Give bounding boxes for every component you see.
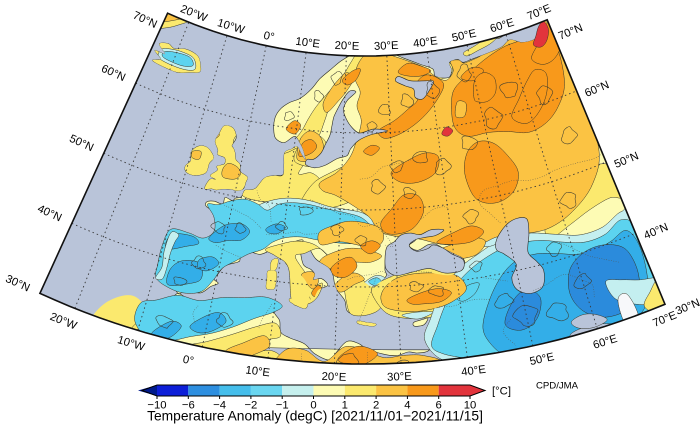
svg-text:30°E: 30°E: [374, 40, 400, 53]
svg-text:20°E: 20°E: [321, 371, 347, 384]
svg-text:10°E: 10°E: [245, 364, 271, 379]
svg-text:0°: 0°: [182, 354, 195, 368]
svg-text:50°E: 50°E: [529, 351, 556, 368]
svg-text:2: 2: [373, 400, 379, 412]
svg-text:−2: −2: [244, 400, 257, 412]
svg-text:0°: 0°: [262, 30, 275, 44]
svg-text:40°E: 40°E: [461, 364, 487, 379]
svg-text:10: 10: [464, 400, 477, 412]
svg-text:6: 6: [436, 400, 442, 412]
svg-text:1: 1: [342, 400, 348, 412]
svg-text:50°E: 50°E: [451, 27, 478, 44]
svg-text:CPD/JMA: CPD/JMA: [536, 381, 579, 392]
svg-text:10°E: 10°E: [295, 36, 321, 51]
svg-text:−4: −4: [213, 400, 226, 412]
svg-text:30°E: 30°E: [387, 371, 413, 384]
svg-text:−1: −1: [276, 400, 289, 412]
svg-text:20°E: 20°E: [334, 40, 360, 53]
svg-text:40°E: 40°E: [412, 35, 438, 50]
svg-text:4: 4: [404, 400, 410, 412]
svg-text:[°C]: [°C]: [492, 386, 511, 398]
svg-text:0: 0: [310, 400, 316, 412]
svg-text:−10: −10: [147, 400, 166, 412]
svg-text:−6: −6: [182, 400, 195, 412]
svg-text:Temperature Anomaly (degC) [20: Temperature Anomaly (degC) [2021/11/01−2…: [147, 408, 483, 423]
